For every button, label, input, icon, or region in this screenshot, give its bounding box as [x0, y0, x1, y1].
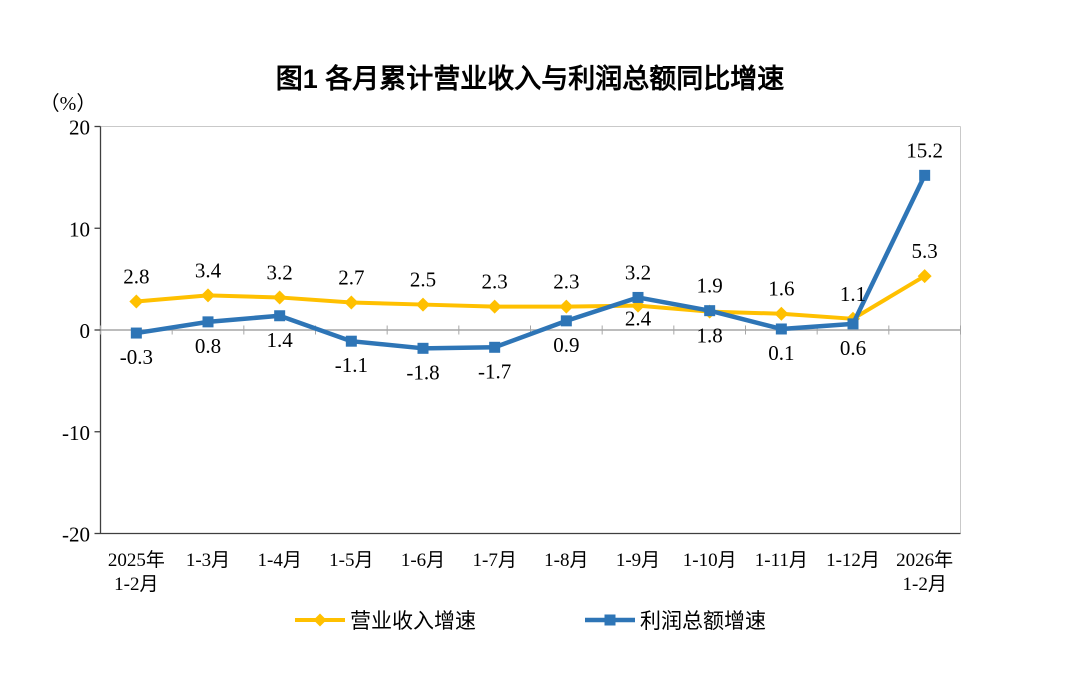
x-category-label: 1-9月 [616, 550, 660, 571]
data-label: 2.7 [338, 266, 364, 290]
marker-square [345, 335, 357, 347]
data-label: 3.4 [195, 258, 222, 282]
data-label: 1.8 [697, 324, 723, 348]
x-category-label: 1-2月 [903, 574, 947, 595]
legend-marker-diamond [313, 613, 327, 627]
x-category-label: 1-5月 [329, 550, 373, 571]
y-tick-label: -20 [62, 523, 90, 547]
plot-series [129, 169, 932, 354]
marker-diamond [559, 299, 574, 314]
y-tick-label: 0 [80, 319, 91, 343]
data-labels: 2.8 3.4 3.2 2.7 2.5 2.3 2.3 2.4 1.8 1.6 1.1 5.3 -0.3… [120, 138, 943, 384]
data-label: 2.5 [410, 268, 436, 292]
marker-diamond [917, 269, 932, 284]
data-label: 0.1 [768, 341, 794, 365]
x-category-label: 1-4月 [258, 550, 302, 571]
y-tick-label: -10 [62, 421, 90, 445]
data-label: 5.3 [912, 239, 938, 263]
marker-square [417, 342, 429, 354]
legend-item-0: 营业收入增速 [295, 609, 476, 633]
marker-diamond [774, 306, 789, 321]
x-category-label: 2026年 [896, 549, 953, 571]
data-label: 15.2 [906, 138, 943, 162]
data-label: -1.8 [406, 360, 439, 384]
marker-square [489, 341, 501, 353]
data-label: -1.1 [335, 353, 368, 377]
marker-square [704, 305, 716, 317]
axes: 20 10 0 -10 -20 2025年 1-2月 1-3月 1-4月 1-5月 1-6月 1-7月… [62, 116, 961, 595]
marker-diamond [344, 295, 359, 310]
marker-square [130, 327, 142, 339]
data-label: 1.6 [768, 277, 794, 301]
data-label: 1.1 [840, 282, 866, 306]
x-category-label: 1-3月 [186, 550, 230, 571]
data-label: 0.9 [553, 333, 579, 357]
marker-square [775, 323, 787, 335]
x-category-label: 1-8月 [544, 550, 588, 571]
x-category-label: 1-7月 [473, 550, 517, 571]
data-label: 3.2 [625, 260, 651, 284]
marker-diamond [201, 288, 215, 303]
data-label: 2.4 [625, 307, 652, 331]
legend-marker-square [604, 614, 616, 626]
x-category-label: 1-12月 [826, 550, 880, 571]
x-category-label: 2025年 [108, 549, 165, 571]
x-category-label: 1-10月 [683, 550, 737, 571]
x-category-label: 1-2月 [114, 574, 158, 595]
marker-diamond [416, 297, 430, 312]
legend-label: 利润总额增速 [640, 609, 766, 633]
legend: 营业收入增速 利润总额增速 [295, 609, 766, 633]
data-label: -1.7 [478, 359, 511, 383]
data-label: 0.6 [840, 336, 866, 360]
series-line-1 [134, 173, 927, 351]
data-label: 2.3 [482, 270, 508, 294]
y-tick-label: 20 [69, 116, 90, 140]
y-tick-label: 10 [69, 217, 90, 241]
y-axis-unit-label: （%） [40, 92, 97, 115]
marker-square [202, 316, 214, 328]
legend-label: 营业收入增速 [350, 609, 476, 633]
x-category-label: 1-6月 [401, 550, 445, 571]
marker-diamond [487, 299, 502, 314]
data-label: 1.9 [697, 274, 723, 298]
legend-item-1: 利润总额增速 [585, 609, 766, 633]
x-category-label: 1-11月 [755, 550, 808, 571]
marker-square [560, 315, 572, 327]
marker-square [274, 310, 286, 322]
marker-diamond [272, 290, 287, 305]
data-label: 2.8 [123, 265, 149, 289]
marker-square [919, 169, 931, 181]
marker-square [632, 291, 644, 303]
series-line-0 [134, 274, 927, 321]
data-label: 0.8 [195, 334, 221, 358]
chart-title: 图1 各月累计营业收入与利润总额同比增速 [276, 63, 785, 94]
marker-square [847, 318, 859, 330]
data-label: 3.2 [267, 260, 293, 284]
data-label: -0.3 [120, 345, 153, 369]
data-label: 2.3 [553, 270, 579, 294]
marker-diamond [129, 294, 144, 309]
data-label: 1.4 [267, 328, 294, 352]
